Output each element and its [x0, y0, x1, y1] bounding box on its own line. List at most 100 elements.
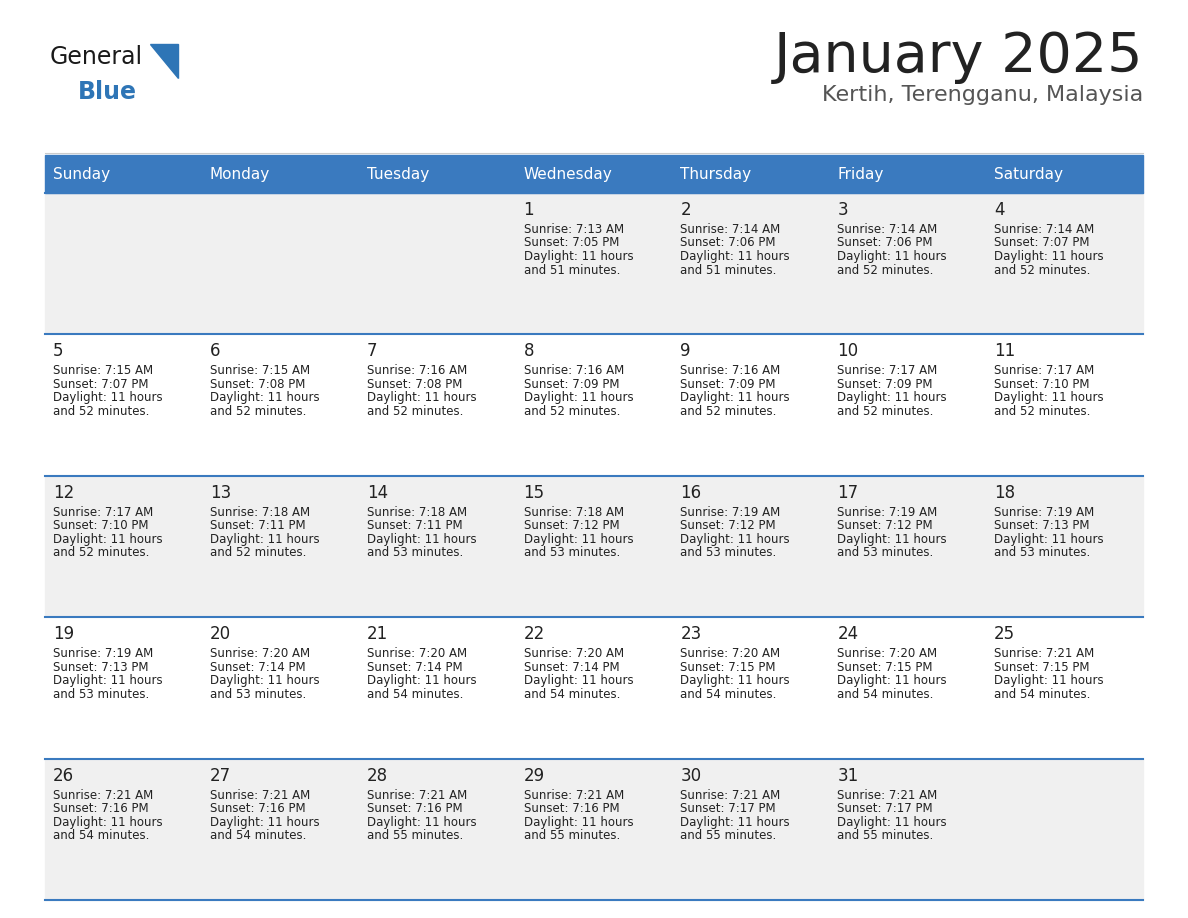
Text: Daylight: 11 hours: Daylight: 11 hours [994, 250, 1104, 263]
Text: Daylight: 11 hours: Daylight: 11 hours [210, 391, 320, 405]
Text: 23: 23 [681, 625, 702, 644]
Text: Sunset: 7:12 PM: Sunset: 7:12 PM [838, 520, 933, 532]
Text: Sunset: 7:12 PM: Sunset: 7:12 PM [524, 520, 619, 532]
Text: Sunset: 7:05 PM: Sunset: 7:05 PM [524, 237, 619, 250]
Text: 27: 27 [210, 767, 230, 785]
Text: and 53 minutes.: and 53 minutes. [210, 688, 307, 700]
Text: Daylight: 11 hours: Daylight: 11 hours [53, 391, 163, 405]
Text: Daylight: 11 hours: Daylight: 11 hours [838, 391, 947, 405]
Text: 25: 25 [994, 625, 1016, 644]
Text: and 52 minutes.: and 52 minutes. [53, 405, 150, 418]
Text: 8: 8 [524, 342, 535, 361]
Text: Sunrise: 7:18 AM: Sunrise: 7:18 AM [367, 506, 467, 519]
Text: Sunrise: 7:21 AM: Sunrise: 7:21 AM [524, 789, 624, 801]
Text: Sunrise: 7:19 AM: Sunrise: 7:19 AM [994, 506, 1094, 519]
Text: Daylight: 11 hours: Daylight: 11 hours [210, 674, 320, 688]
Text: and 52 minutes.: and 52 minutes. [367, 405, 463, 418]
Text: and 54 minutes.: and 54 minutes. [210, 829, 307, 842]
Text: Sunset: 7:12 PM: Sunset: 7:12 PM [681, 520, 776, 532]
Text: Sunrise: 7:19 AM: Sunrise: 7:19 AM [838, 506, 937, 519]
Text: 21: 21 [367, 625, 388, 644]
Text: Sunrise: 7:15 AM: Sunrise: 7:15 AM [210, 364, 310, 377]
Text: 17: 17 [838, 484, 859, 502]
Text: and 55 minutes.: and 55 minutes. [524, 829, 620, 842]
Text: Sunday: Sunday [53, 166, 110, 182]
Text: Sunrise: 7:19 AM: Sunrise: 7:19 AM [681, 506, 781, 519]
Text: Daylight: 11 hours: Daylight: 11 hours [838, 674, 947, 688]
Text: Sunrise: 7:16 AM: Sunrise: 7:16 AM [681, 364, 781, 377]
Text: Sunrise: 7:15 AM: Sunrise: 7:15 AM [53, 364, 153, 377]
Text: Sunrise: 7:14 AM: Sunrise: 7:14 AM [838, 223, 937, 236]
Text: Daylight: 11 hours: Daylight: 11 hours [838, 815, 947, 829]
Text: Sunset: 7:17 PM: Sunset: 7:17 PM [838, 802, 933, 815]
Text: Sunset: 7:10 PM: Sunset: 7:10 PM [994, 378, 1089, 391]
Text: and 53 minutes.: and 53 minutes. [681, 546, 777, 559]
Text: Sunrise: 7:16 AM: Sunrise: 7:16 AM [524, 364, 624, 377]
Text: Sunset: 7:16 PM: Sunset: 7:16 PM [524, 802, 619, 815]
Text: 19: 19 [53, 625, 74, 644]
Text: Daylight: 11 hours: Daylight: 11 hours [838, 532, 947, 546]
Text: and 51 minutes.: and 51 minutes. [681, 263, 777, 276]
Text: 24: 24 [838, 625, 859, 644]
Text: Sunrise: 7:19 AM: Sunrise: 7:19 AM [53, 647, 153, 660]
Text: Sunset: 7:09 PM: Sunset: 7:09 PM [838, 378, 933, 391]
Text: and 52 minutes.: and 52 minutes. [838, 263, 934, 276]
Text: and 52 minutes.: and 52 minutes. [210, 405, 307, 418]
Text: and 55 minutes.: and 55 minutes. [681, 829, 777, 842]
Text: 26: 26 [53, 767, 74, 785]
Text: Daylight: 11 hours: Daylight: 11 hours [994, 391, 1104, 405]
Text: 3: 3 [838, 201, 848, 219]
Text: 6: 6 [210, 342, 220, 361]
Text: 15: 15 [524, 484, 544, 502]
Text: Sunset: 7:14 PM: Sunset: 7:14 PM [210, 661, 305, 674]
Text: Sunset: 7:08 PM: Sunset: 7:08 PM [367, 378, 462, 391]
Text: and 52 minutes.: and 52 minutes. [838, 405, 934, 418]
Text: Sunset: 7:15 PM: Sunset: 7:15 PM [681, 661, 776, 674]
Text: Sunrise: 7:21 AM: Sunrise: 7:21 AM [210, 789, 310, 801]
Text: Daylight: 11 hours: Daylight: 11 hours [210, 532, 320, 546]
Text: Sunset: 7:09 PM: Sunset: 7:09 PM [681, 378, 776, 391]
Text: and 52 minutes.: and 52 minutes. [53, 546, 150, 559]
Text: Wednesday: Wednesday [524, 166, 612, 182]
Text: Sunrise: 7:21 AM: Sunrise: 7:21 AM [367, 789, 467, 801]
Text: Sunset: 7:11 PM: Sunset: 7:11 PM [210, 520, 305, 532]
Text: Daylight: 11 hours: Daylight: 11 hours [367, 391, 476, 405]
Text: Sunrise: 7:13 AM: Sunrise: 7:13 AM [524, 223, 624, 236]
Text: 12: 12 [53, 484, 74, 502]
Text: Daylight: 11 hours: Daylight: 11 hours [681, 532, 790, 546]
Text: 1: 1 [524, 201, 535, 219]
Text: Daylight: 11 hours: Daylight: 11 hours [838, 250, 947, 263]
Text: Daylight: 11 hours: Daylight: 11 hours [524, 250, 633, 263]
Text: January 2025: January 2025 [773, 30, 1143, 84]
Text: and 54 minutes.: and 54 minutes. [681, 688, 777, 700]
Text: and 53 minutes.: and 53 minutes. [838, 546, 934, 559]
Text: Sunset: 7:06 PM: Sunset: 7:06 PM [681, 237, 776, 250]
Text: and 52 minutes.: and 52 minutes. [210, 546, 307, 559]
Text: Sunrise: 7:18 AM: Sunrise: 7:18 AM [210, 506, 310, 519]
Text: and 54 minutes.: and 54 minutes. [367, 688, 463, 700]
Text: Daylight: 11 hours: Daylight: 11 hours [367, 532, 476, 546]
Text: and 54 minutes.: and 54 minutes. [838, 688, 934, 700]
Text: Daylight: 11 hours: Daylight: 11 hours [994, 532, 1104, 546]
Text: Sunset: 7:15 PM: Sunset: 7:15 PM [838, 661, 933, 674]
Text: Sunset: 7:13 PM: Sunset: 7:13 PM [994, 520, 1089, 532]
Text: Thursday: Thursday [681, 166, 752, 182]
Text: Sunrise: 7:21 AM: Sunrise: 7:21 AM [838, 789, 937, 801]
Text: Daylight: 11 hours: Daylight: 11 hours [681, 674, 790, 688]
Text: Sunrise: 7:20 AM: Sunrise: 7:20 AM [210, 647, 310, 660]
Text: Sunrise: 7:17 AM: Sunrise: 7:17 AM [838, 364, 937, 377]
Text: 14: 14 [367, 484, 387, 502]
Text: Daylight: 11 hours: Daylight: 11 hours [681, 250, 790, 263]
Text: 9: 9 [681, 342, 691, 361]
Text: and 52 minutes.: and 52 minutes. [524, 405, 620, 418]
Text: 7: 7 [367, 342, 378, 361]
Text: Sunset: 7:14 PM: Sunset: 7:14 PM [367, 661, 462, 674]
Text: Daylight: 11 hours: Daylight: 11 hours [524, 674, 633, 688]
Text: Sunset: 7:07 PM: Sunset: 7:07 PM [53, 378, 148, 391]
Text: Daylight: 11 hours: Daylight: 11 hours [524, 391, 633, 405]
Text: Daylight: 11 hours: Daylight: 11 hours [367, 815, 476, 829]
Text: Sunset: 7:11 PM: Sunset: 7:11 PM [367, 520, 462, 532]
Polygon shape [45, 476, 1143, 617]
Text: and 52 minutes.: and 52 minutes. [994, 263, 1091, 276]
Polygon shape [150, 44, 178, 78]
